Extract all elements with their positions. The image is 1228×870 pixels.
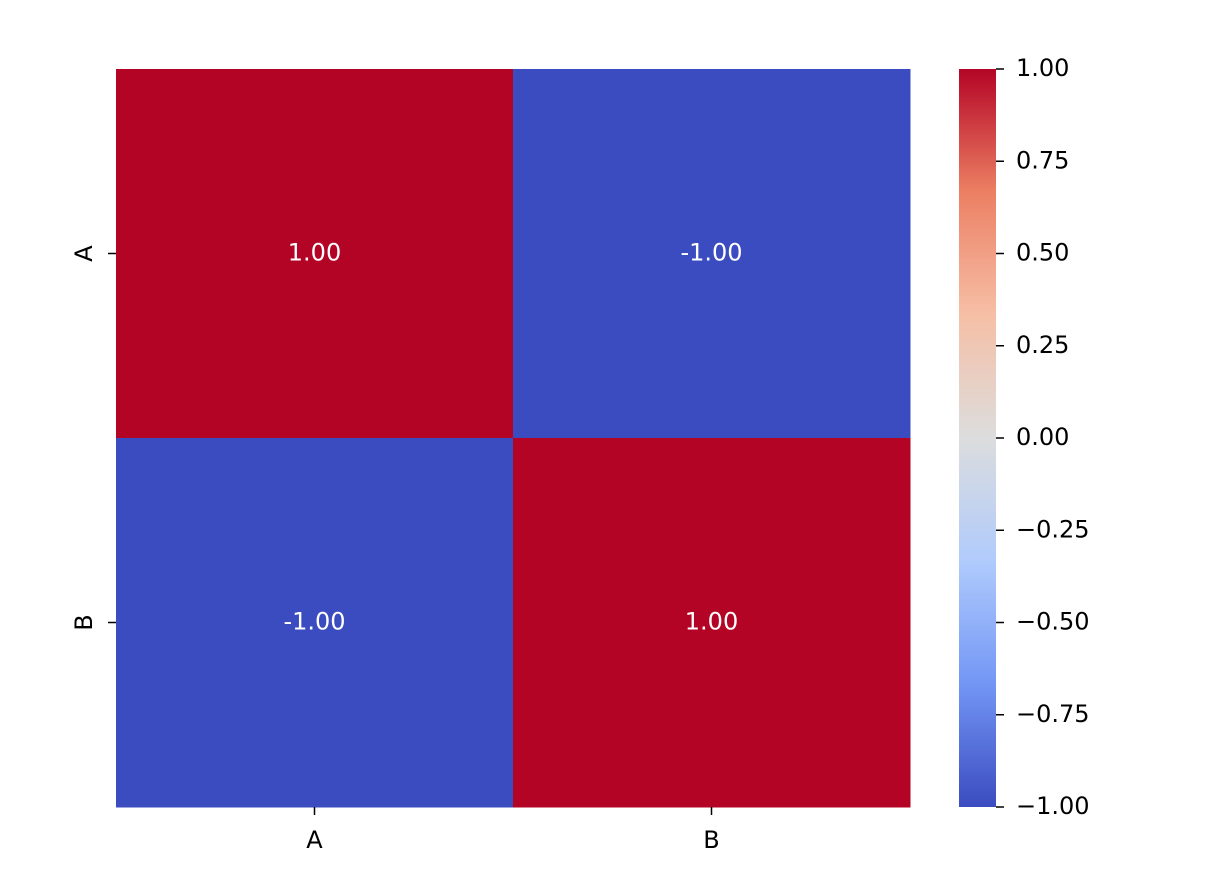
x-tick-label: A bbox=[306, 826, 323, 854]
y-tick-label: B bbox=[70, 614, 98, 630]
colorbar-tick-label: 0.00 bbox=[1016, 423, 1069, 451]
colorbar-tick-label: 0.50 bbox=[1016, 239, 1069, 267]
colorbar-tick-label: 1.00 bbox=[1016, 54, 1069, 82]
colorbar-tick-label: −1.00 bbox=[1016, 792, 1090, 820]
cell-label: 1.00 bbox=[288, 239, 341, 267]
heatmap-cell bbox=[513, 69, 911, 439]
colorbar-tick-label: −0.50 bbox=[1016, 608, 1090, 636]
cell-label: -1.00 bbox=[283, 608, 345, 636]
colorbar bbox=[959, 69, 996, 807]
cell-label: 1.00 bbox=[685, 608, 738, 636]
heatmap-cell bbox=[116, 438, 514, 808]
heatmap-cell bbox=[513, 438, 911, 808]
x-tick-label: B bbox=[703, 826, 719, 854]
cell-label: -1.00 bbox=[680, 239, 742, 267]
colorbar-tick-label: 0.25 bbox=[1016, 331, 1069, 359]
colorbar-tick-label: −0.75 bbox=[1016, 700, 1090, 728]
colorbar-tick-label: −0.25 bbox=[1016, 515, 1090, 543]
heatmap-cell bbox=[116, 69, 514, 439]
colorbar-tick-label: 0.75 bbox=[1016, 146, 1069, 174]
y-tick-label: A bbox=[70, 245, 98, 262]
